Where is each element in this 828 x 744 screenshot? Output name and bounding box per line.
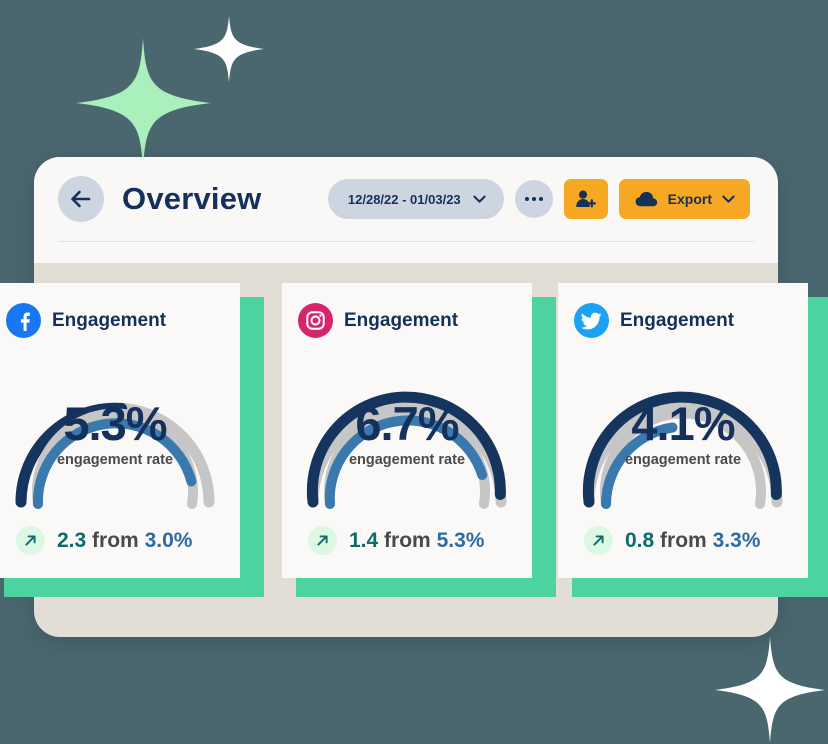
arrow-left-icon [71,190,91,208]
delta-value: 0.8 [625,528,655,552]
gauge-label: engagement rate [624,452,742,468]
date-range-label: 12/28/22 - 01/03/23 [347,191,461,207]
facebook-icon [6,303,41,338]
delta-previous: 5.3% [436,528,485,552]
ellipsis-icon [524,197,529,201]
card-header: Engagement [6,303,224,338]
delta-from-label: from [92,528,139,552]
trend-up-badge [308,526,337,555]
instagram-icon [298,303,333,338]
metric-card-instagram: Engagement 6.7% engagement rate [282,283,556,597]
gauge-label: engagement rate [56,452,174,468]
sparkle-green-large [76,38,211,168]
trend-up-badge [16,526,45,555]
engagement-gauge: 6.7% engagement rate [298,342,516,520]
chevron-down-icon [722,195,735,203]
page-title: Overview [122,181,262,216]
sparkle-white-bottom [715,637,825,743]
gauge-label: engagement rate [348,452,466,468]
panel-header: Overview 12/28/22 - 01/03/23 [34,157,778,263]
card-body[interactable]: Engagement 6.7% engagement rate [282,283,532,578]
delta-row: 0.8 from 3.3% [574,526,792,555]
engagement-gauge: 4.1% engagement rate [574,342,792,520]
arrow-up-right-icon [25,535,36,546]
delta-value: 1.4 [349,528,379,552]
gauge-value: 6.7% [355,397,459,450]
card-body[interactable]: Engagement 5.3% engagement rate [0,283,240,578]
arrow-up-right-icon [593,535,604,546]
engagement-gauge: 5.3% engagement rate [6,342,224,520]
metric-card-facebook: Engagement 5.3% engagement rate [0,283,264,597]
card-title: Engagement [344,309,459,331]
card-header: Engagement [298,303,516,338]
delta-value: 2.3 [57,528,87,552]
gauge-value: 4.1% [631,397,735,450]
add-user-button[interactable] [563,179,608,219]
delta-from-label: from [384,528,431,552]
card-header: Engagement [574,303,792,338]
delta-previous: 3.0% [144,528,193,552]
delta-row: 2.3 from 3.0% [6,526,224,555]
delta-from-label: from [660,528,707,552]
sparkle-white-small [194,16,264,82]
card-body[interactable]: Engagement 4.1% engagement rate [558,283,808,578]
ellipsis-icon [538,197,543,201]
more-options-button[interactable] [514,180,553,218]
header-divider [58,241,754,242]
card-title: Engagement [620,309,735,331]
date-range-selector[interactable]: 12/28/22 - 01/03/23 [327,179,504,219]
card-title: Engagement [52,309,167,331]
cloud-icon [635,191,657,206]
delta-row: 1.4 from 5.3% [298,526,516,555]
delta-previous: 3.3% [712,528,761,552]
twitter-icon [574,303,609,338]
export-button[interactable]: Export [618,179,750,219]
ellipsis-icon [531,197,536,201]
back-button[interactable] [58,176,104,222]
gauge-value: 5.3% [63,397,167,450]
header-toolbar: 12/28/22 - 01/03/23 [327,179,750,219]
export-label: Export [667,191,712,207]
trend-up-badge [584,526,613,555]
metric-card-twitter: Engagement 4.1% engagement rate [558,283,828,597]
add-user-icon [576,190,597,208]
chevron-down-icon [473,195,486,203]
arrow-up-right-icon [317,535,328,546]
